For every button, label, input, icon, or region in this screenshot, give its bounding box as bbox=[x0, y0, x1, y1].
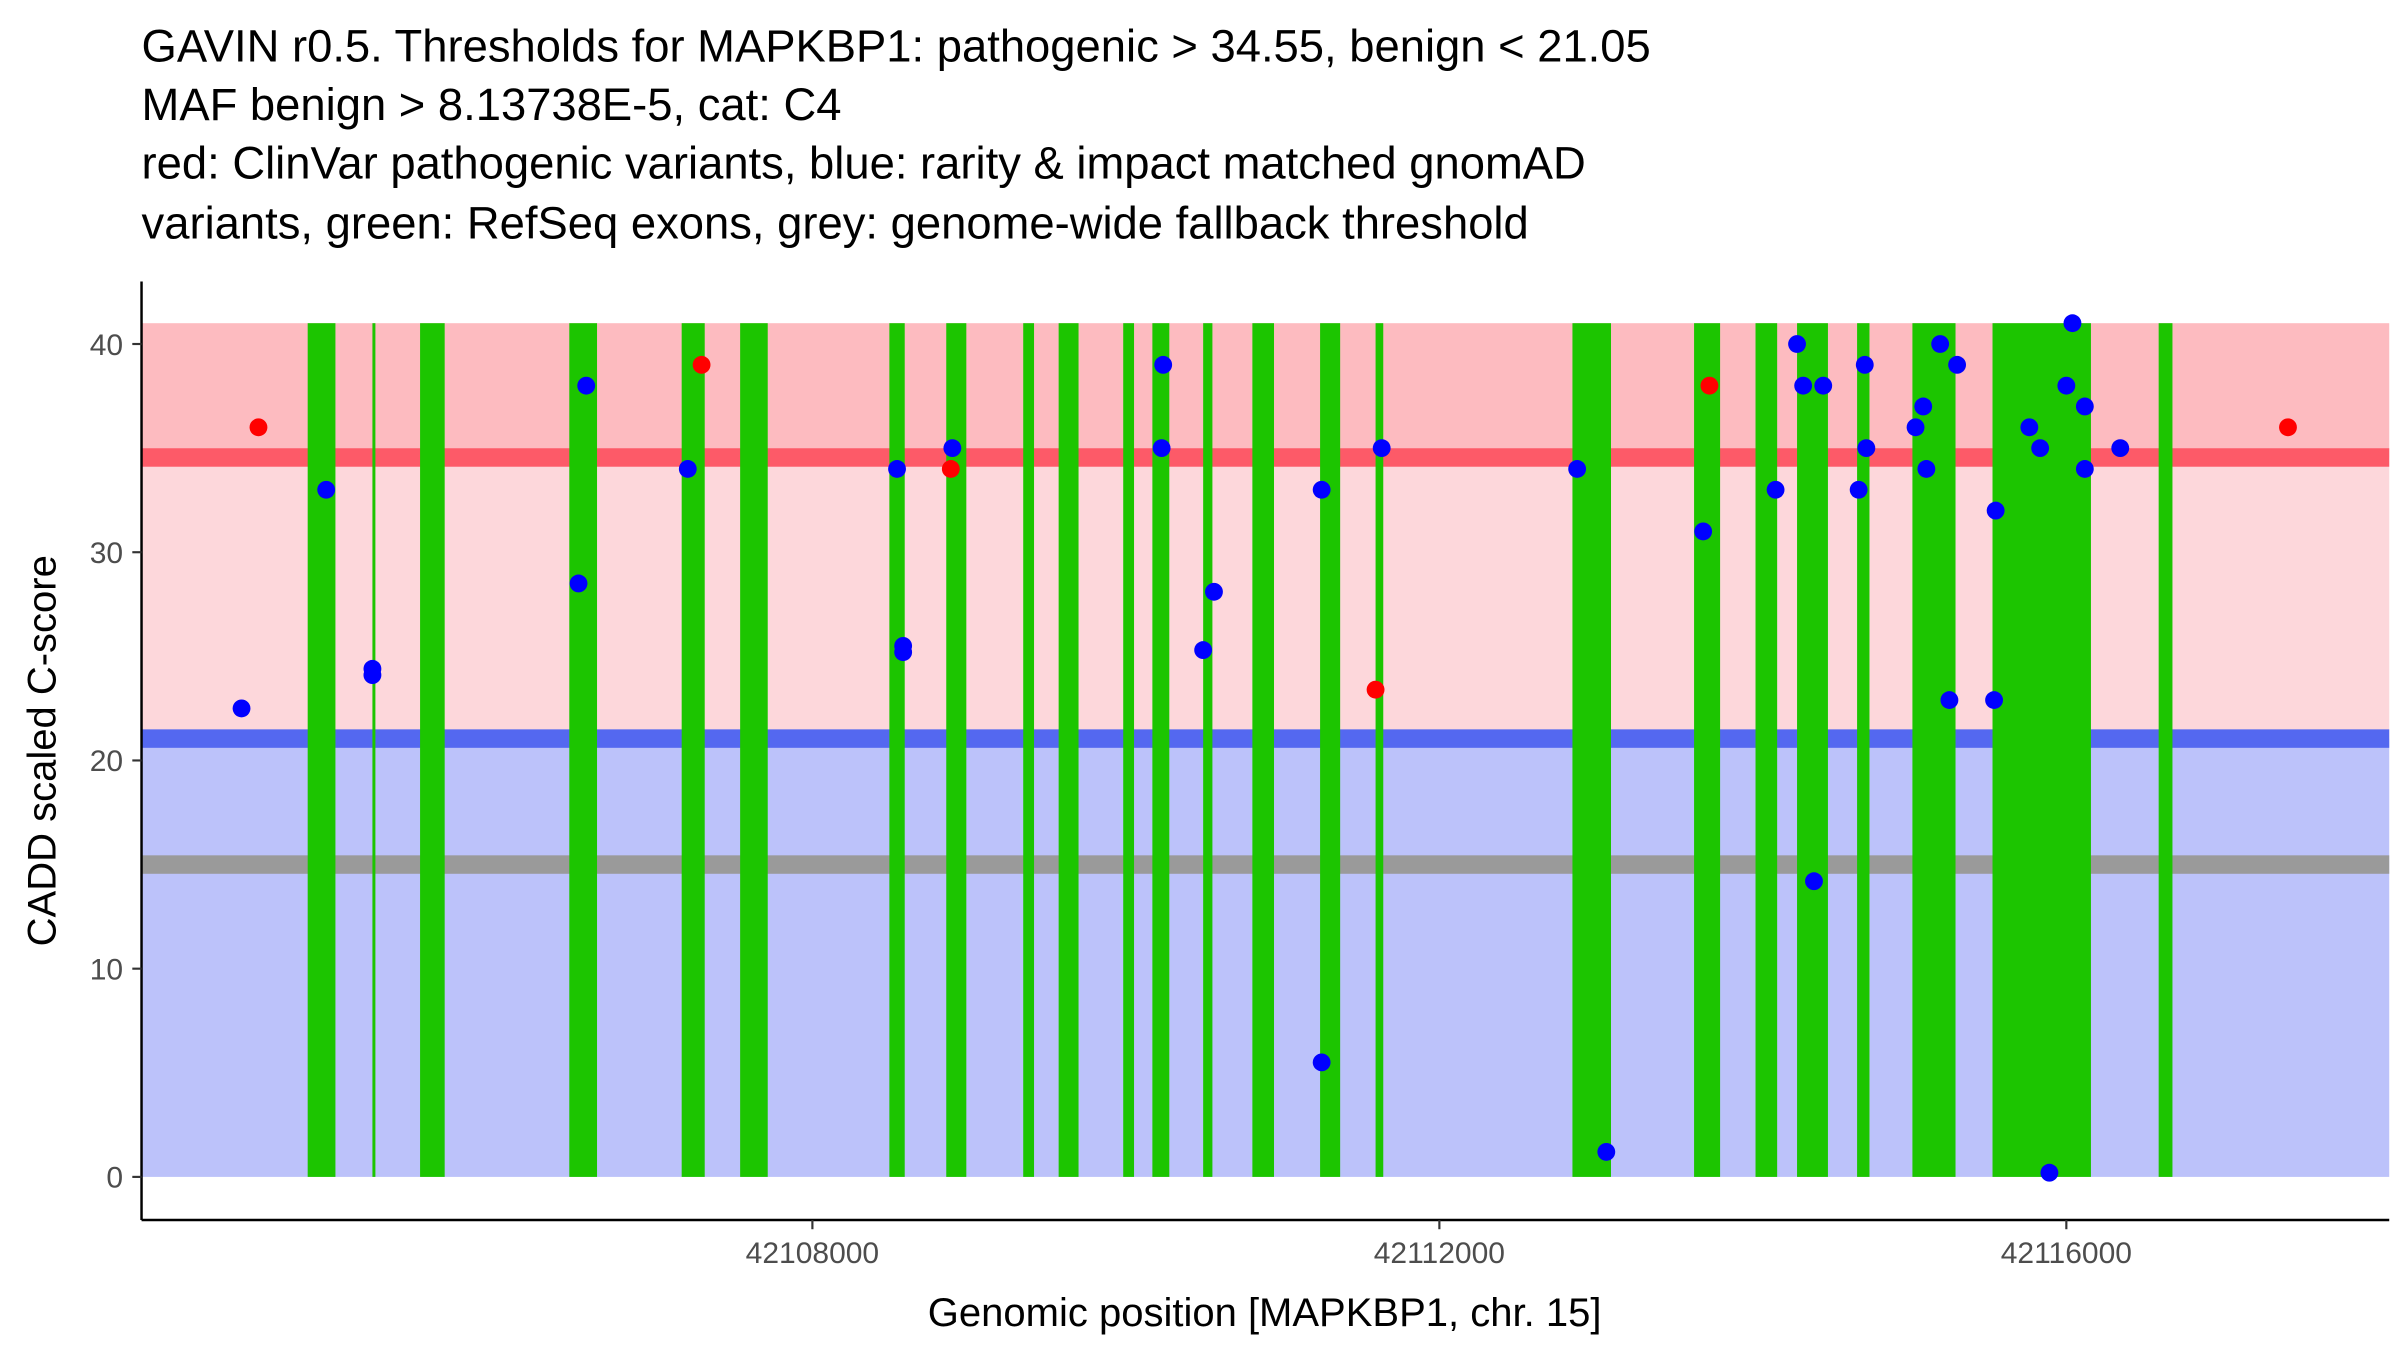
x-tick-label: 42108000 bbox=[746, 1237, 879, 1270]
exon-bar bbox=[1375, 323, 1384, 1177]
x-tick-label: 42116000 bbox=[2001, 1237, 2132, 1270]
exon-bar bbox=[420, 323, 445, 1177]
exon-bar bbox=[889, 323, 905, 1177]
gnomad-point bbox=[1788, 335, 1806, 353]
gnomad-point bbox=[1568, 460, 1587, 478]
gnomad-point bbox=[1855, 355, 1874, 374]
y-tick-label: 30 bbox=[90, 537, 123, 570]
exon-bar bbox=[1992, 323, 2091, 1177]
clinvar-point bbox=[1366, 680, 1385, 699]
gnomad-point bbox=[232, 699, 251, 718]
gnomad-point bbox=[1985, 691, 2004, 709]
exon-bar bbox=[1857, 323, 1870, 1177]
exon-bar bbox=[1797, 323, 1828, 1177]
gnomad-point bbox=[1794, 376, 1813, 395]
gnomad-point bbox=[1986, 501, 2005, 520]
gnomad-point bbox=[2111, 439, 2130, 458]
y-axis-label: CADD scaled C-score bbox=[20, 555, 64, 946]
gnomad-point bbox=[1849, 480, 1868, 499]
gnomad-point bbox=[1154, 355, 1173, 374]
exon-bar bbox=[946, 323, 967, 1177]
gnomad-point bbox=[1152, 439, 1171, 458]
exon-bar bbox=[1023, 323, 1035, 1177]
axes: 0 10 20 30 40 42108000 42112000 42116000 bbox=[90, 281, 2390, 1270]
exon-bar bbox=[2158, 323, 2173, 1177]
gnomad-point bbox=[1597, 1142, 1616, 1161]
clinvar-point bbox=[941, 460, 960, 478]
gnomad-point bbox=[577, 376, 596, 395]
gnomad-point bbox=[1194, 641, 1213, 660]
exon-bar bbox=[372, 323, 376, 1177]
exon-bars bbox=[307, 323, 2173, 1177]
gnomad-point bbox=[2075, 397, 2094, 416]
gnomad-point bbox=[2020, 418, 2039, 437]
title-line-1: GAVIN r0.5. Thresholds for MAPKBP1: path… bbox=[142, 21, 1651, 72]
y-tick-label: 10 bbox=[90, 953, 123, 986]
gnomad-point bbox=[1917, 460, 1936, 478]
gnomad-point bbox=[1805, 872, 1823, 891]
exon-bar bbox=[307, 323, 336, 1177]
gnomad-point bbox=[1766, 480, 1785, 499]
exon-bar bbox=[1152, 323, 1170, 1177]
title-line-3: red: ClinVar pathogenic variants, blue: … bbox=[142, 137, 1586, 188]
gnomad-point bbox=[1857, 439, 1876, 458]
gnomad-point bbox=[894, 643, 913, 662]
x-tick-label: 42112000 bbox=[1374, 1237, 1505, 1270]
variant-points bbox=[232, 314, 2297, 1182]
gnomad-point bbox=[1940, 691, 1959, 709]
exon-bar bbox=[1694, 323, 1721, 1177]
exon-bar bbox=[1572, 323, 1612, 1177]
gnomad-point bbox=[2075, 460, 2094, 478]
exon-bar bbox=[1203, 323, 1213, 1177]
y-tick-label: 20 bbox=[90, 745, 123, 778]
exon-bar bbox=[1320, 323, 1341, 1177]
clinvar-point bbox=[1700, 376, 1719, 395]
y-tick-label: 40 bbox=[90, 329, 123, 362]
clinvar-point bbox=[2279, 418, 2297, 437]
title-line-2: MAF benign > 8.13738E-5, cat: C4 bbox=[142, 79, 842, 130]
gnomad-point bbox=[1931, 335, 1950, 353]
gnomad-point bbox=[2040, 1163, 2059, 1182]
gnomad-point bbox=[943, 439, 962, 458]
gnomad-point bbox=[1312, 1053, 1331, 1072]
gnomad-point bbox=[2031, 439, 2050, 458]
exon-bar bbox=[1912, 323, 1956, 1177]
gnomad-point bbox=[678, 460, 697, 478]
gnomad-point bbox=[1906, 418, 1925, 437]
gnomad-point bbox=[1312, 480, 1331, 499]
x-axis-label: Genomic position [MAPKBP1, chr. 15] bbox=[928, 1291, 1602, 1335]
exon-bar bbox=[569, 323, 598, 1177]
gnomad-point bbox=[1694, 522, 1713, 541]
gnomad-point bbox=[363, 666, 382, 685]
exon-bar bbox=[681, 323, 705, 1177]
gnomad-point bbox=[317, 480, 336, 499]
chart-title: GAVIN r0.5. Thresholds for MAPKBP1: path… bbox=[142, 21, 1651, 249]
gnomad-point bbox=[2063, 314, 2082, 333]
exon-bar bbox=[1123, 323, 1135, 1177]
exon-bar bbox=[1252, 323, 1275, 1177]
title-line-4: variants, green: RefSeq exons, grey: gen… bbox=[142, 197, 1529, 248]
gnomad-point bbox=[1205, 582, 1223, 601]
exon-bar bbox=[740, 323, 768, 1177]
gnomad-point bbox=[1814, 376, 1833, 395]
exon-bar bbox=[1755, 323, 1778, 1177]
gnomad-point bbox=[2057, 376, 2076, 395]
clinvar-point bbox=[249, 418, 268, 437]
clinvar-point bbox=[692, 355, 711, 374]
y-tick-label: 0 bbox=[106, 1162, 123, 1195]
gnomad-point bbox=[1372, 439, 1391, 458]
gnomad-point bbox=[1948, 355, 1967, 374]
gnomad-point bbox=[888, 460, 906, 478]
gnomad-point bbox=[569, 574, 588, 593]
exon-bar bbox=[1058, 323, 1079, 1177]
gnomad-point bbox=[1914, 397, 1933, 416]
